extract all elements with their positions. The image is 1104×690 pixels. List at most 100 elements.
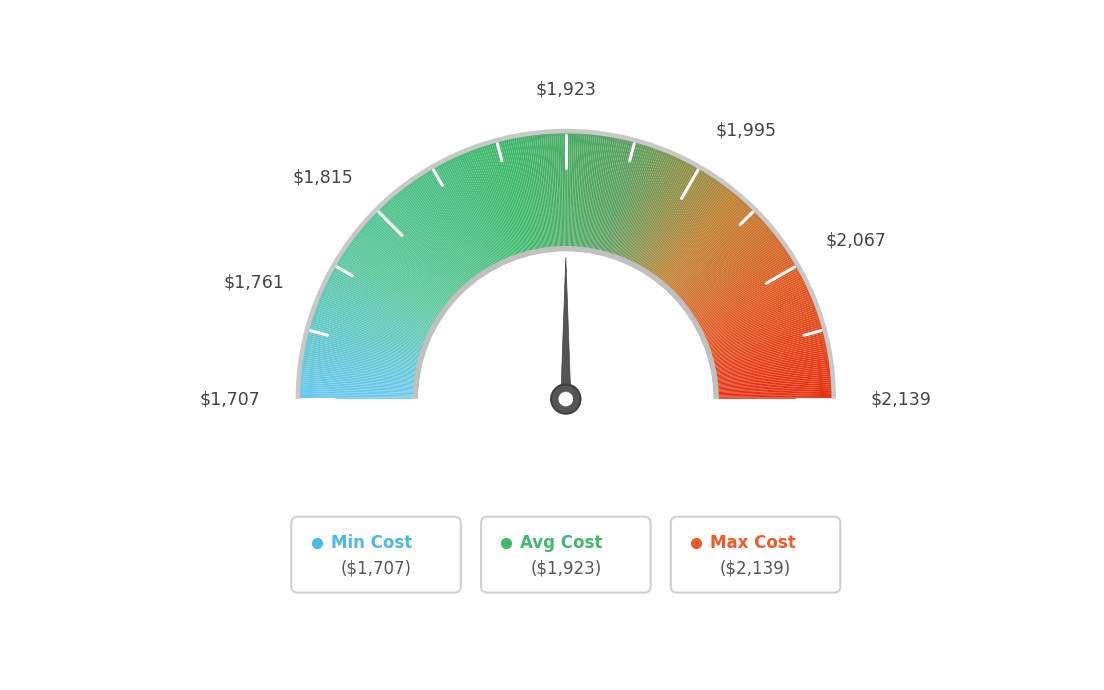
- Wedge shape: [582, 135, 595, 248]
- Wedge shape: [400, 190, 471, 281]
- Wedge shape: [696, 260, 794, 321]
- Wedge shape: [463, 154, 508, 259]
- Wedge shape: [343, 251, 439, 316]
- Wedge shape: [713, 335, 824, 364]
- Wedge shape: [302, 364, 415, 380]
- Wedge shape: [592, 137, 614, 250]
- Wedge shape: [410, 183, 478, 276]
- Wedge shape: [399, 192, 471, 282]
- Wedge shape: [718, 391, 831, 395]
- Wedge shape: [635, 162, 688, 264]
- Wedge shape: [396, 193, 470, 282]
- Wedge shape: [478, 148, 517, 256]
- Wedge shape: [625, 155, 671, 259]
- Wedge shape: [346, 248, 440, 314]
- Wedge shape: [716, 366, 829, 381]
- Wedge shape: [305, 347, 417, 371]
- Wedge shape: [307, 339, 418, 366]
- Wedge shape: [700, 275, 802, 329]
- Wedge shape: [447, 161, 499, 264]
- Wedge shape: [573, 134, 581, 248]
- Wedge shape: [555, 134, 561, 248]
- Wedge shape: [458, 155, 506, 260]
- Wedge shape: [654, 183, 722, 276]
- Wedge shape: [565, 133, 567, 247]
- Wedge shape: [684, 235, 776, 306]
- Wedge shape: [718, 384, 831, 392]
- Wedge shape: [701, 280, 805, 333]
- Wedge shape: [305, 345, 417, 369]
- Wedge shape: [427, 171, 488, 270]
- Wedge shape: [392, 197, 467, 284]
- Wedge shape: [715, 357, 828, 377]
- Polygon shape: [561, 257, 571, 399]
- Wedge shape: [688, 241, 781, 310]
- FancyBboxPatch shape: [291, 517, 460, 593]
- Wedge shape: [716, 376, 830, 387]
- Wedge shape: [439, 164, 495, 266]
- Wedge shape: [595, 139, 619, 250]
- Circle shape: [559, 392, 573, 406]
- Wedge shape: [687, 239, 779, 309]
- Wedge shape: [372, 216, 456, 295]
- Wedge shape: [652, 181, 719, 275]
- Wedge shape: [335, 268, 434, 325]
- Text: $2,067: $2,067: [826, 231, 887, 249]
- Wedge shape: [418, 177, 482, 273]
- Wedge shape: [445, 161, 498, 264]
- Wedge shape: [716, 370, 830, 384]
- Wedge shape: [338, 260, 436, 321]
- Circle shape: [551, 384, 581, 414]
- Wedge shape: [491, 144, 524, 253]
- Wedge shape: [714, 343, 826, 368]
- Wedge shape: [690, 246, 784, 313]
- Wedge shape: [490, 144, 523, 254]
- Wedge shape: [713, 339, 825, 366]
- Wedge shape: [524, 137, 543, 249]
- Wedge shape: [330, 275, 432, 329]
- Wedge shape: [656, 186, 725, 277]
- Wedge shape: [588, 137, 607, 249]
- Wedge shape: [672, 210, 754, 292]
- Wedge shape: [416, 178, 481, 273]
- Wedge shape: [605, 142, 636, 253]
- Wedge shape: [643, 170, 703, 269]
- Wedge shape: [301, 370, 415, 384]
- Wedge shape: [436, 166, 492, 266]
- Wedge shape: [352, 239, 445, 309]
- Text: Max Cost: Max Cost: [710, 534, 796, 552]
- Wedge shape: [337, 262, 436, 322]
- Wedge shape: [496, 142, 527, 253]
- Wedge shape: [300, 382, 414, 391]
- Text: Avg Cost: Avg Cost: [520, 534, 603, 552]
- Wedge shape: [385, 203, 464, 288]
- Wedge shape: [548, 134, 556, 248]
- Wedge shape: [358, 233, 447, 305]
- Wedge shape: [520, 137, 541, 250]
- Wedge shape: [382, 206, 461, 289]
- Wedge shape: [428, 170, 489, 269]
- Wedge shape: [661, 193, 735, 282]
- Wedge shape: [301, 372, 415, 385]
- Wedge shape: [368, 220, 454, 298]
- Wedge shape: [304, 353, 416, 374]
- Wedge shape: [300, 380, 414, 390]
- Wedge shape: [601, 140, 628, 251]
- Wedge shape: [353, 238, 445, 308]
- Wedge shape: [481, 146, 519, 255]
- Wedge shape: [662, 195, 736, 283]
- Wedge shape: [617, 149, 658, 257]
- Wedge shape: [564, 133, 565, 247]
- Wedge shape: [316, 307, 423, 348]
- Text: $1,761: $1,761: [223, 273, 284, 291]
- Wedge shape: [310, 323, 421, 357]
- Wedge shape: [718, 388, 831, 394]
- Wedge shape: [344, 250, 440, 315]
- Wedge shape: [624, 154, 669, 259]
- Wedge shape: [551, 134, 559, 248]
- Wedge shape: [361, 228, 449, 302]
- Wedge shape: [715, 359, 829, 377]
- Wedge shape: [643, 169, 701, 268]
- Wedge shape: [543, 135, 554, 248]
- Wedge shape: [300, 397, 414, 399]
